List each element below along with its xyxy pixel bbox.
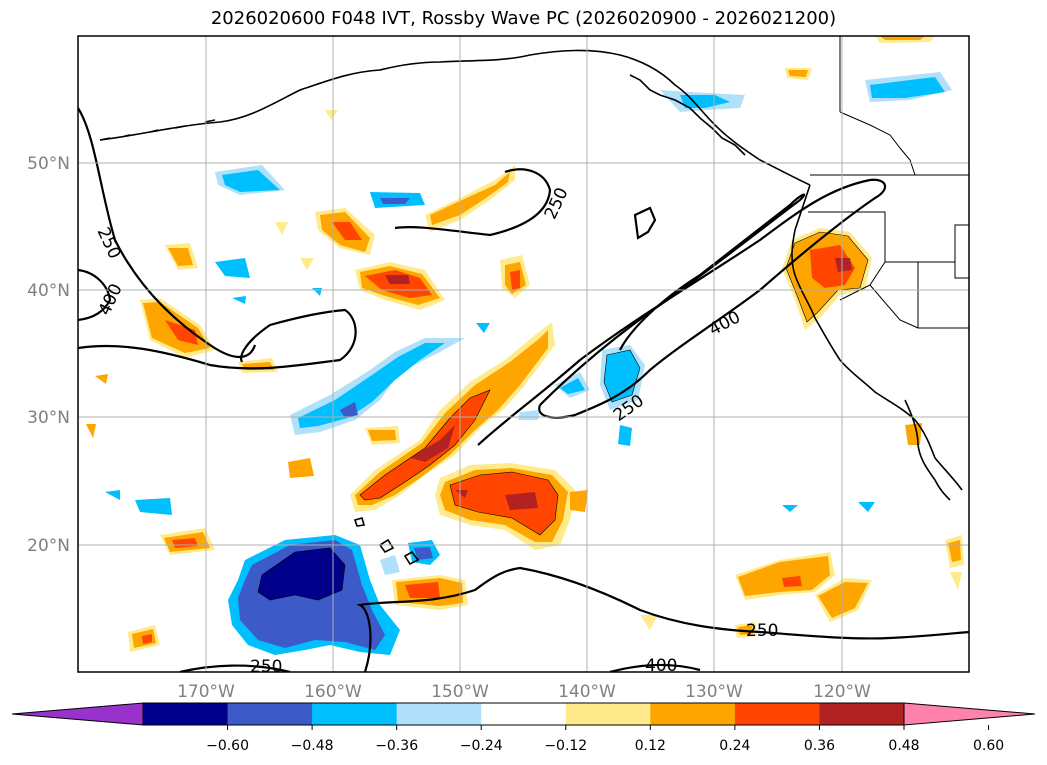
colorbar-segment [819, 703, 905, 725]
lon-label: 170°W [177, 682, 235, 702]
contour-250-main [477, 178, 886, 446]
hawaii-1 [378, 538, 395, 554]
colorbar-segment [396, 703, 482, 725]
colorbar-tick-label: −0.24 [460, 738, 503, 754]
us-west-coast [791, 184, 963, 491]
aleutians [99, 119, 216, 141]
colorbar-tick-label: 0.12 [635, 738, 666, 754]
colorbar-segment [312, 703, 398, 725]
lon-label: 120°W [813, 682, 871, 702]
map-content: 250 400 250 400 250 250 400 250 [78, 36, 969, 677]
alaska-coast [99, 49, 811, 186]
contour-label: 250 [250, 657, 282, 677]
colorbar-tick-label: −0.48 [291, 738, 334, 754]
lon-label: 160°W [304, 682, 362, 702]
map-title: 2026020600 F048 IVT, Rossby Wave PC (202… [210, 8, 837, 29]
contour-250-north [394, 168, 552, 237]
colorbar-segment [650, 703, 736, 725]
colorbar-min-extension [11, 702, 144, 726]
lat-label: 20°N [27, 536, 70, 556]
colorbar-tick-label: 0.36 [804, 738, 835, 754]
contour-250-sw [179, 664, 291, 672]
baja-peninsula [904, 399, 951, 501]
longitude-labels: 170°W 160°W 150°W 140°W 130°W 120°W [177, 682, 871, 702]
colorbar-max-extension [903, 702, 1036, 726]
colorbar-segment [143, 703, 229, 725]
contour-400-west [78, 268, 112, 322]
colorbar-tick-label: 0.24 [719, 738, 750, 754]
colorbar-tick-label: 0.60 [973, 738, 1004, 754]
colorbar-tick-label: 0.48 [888, 738, 919, 754]
colorbar-tick-label: −0.12 [544, 738, 587, 754]
hawaii-3 [353, 517, 366, 527]
colorbar: −0.60 −0.48 −0.36 −0.24 −0.12 0.12 0.24 0.36 0.4… [11, 702, 1036, 754]
colorbar-tick-label: −0.36 [375, 738, 418, 754]
lon-label: 130°W [685, 682, 743, 702]
contour-west-loop [78, 308, 357, 370]
contour-label: 250 [746, 621, 778, 641]
lon-label: 150°W [431, 682, 489, 702]
contour-250-south [356, 566, 969, 672]
colorbar-frame [142, 702, 905, 726]
colorbar-tick-label: −0.60 [206, 738, 249, 754]
colorbar-segment [481, 703, 567, 725]
graticule [78, 36, 969, 672]
coastlines [99, 49, 963, 566]
contour-small-loop [633, 206, 657, 240]
contour-400-south [609, 663, 701, 672]
anomaly-shading [86, 36, 964, 655]
latitude-labels: 50°N 40°N 30°N 20°N [27, 154, 70, 556]
lon-label: 140°W [558, 682, 616, 702]
map-frame [77, 35, 970, 673]
lat-label: 50°N [27, 154, 70, 174]
lat-label: 40°N [27, 281, 70, 301]
contour-label: 400 [645, 656, 677, 676]
ivt-contours [78, 107, 969, 672]
contour-400-main [539, 193, 806, 406]
colorbar-segment [227, 703, 313, 725]
lat-label: 30°N [27, 408, 70, 428]
colorbar-segment [565, 703, 651, 725]
colorbar-segment [734, 703, 820, 725]
contour-250-west [78, 107, 257, 359]
hawaii-2 [403, 550, 420, 566]
